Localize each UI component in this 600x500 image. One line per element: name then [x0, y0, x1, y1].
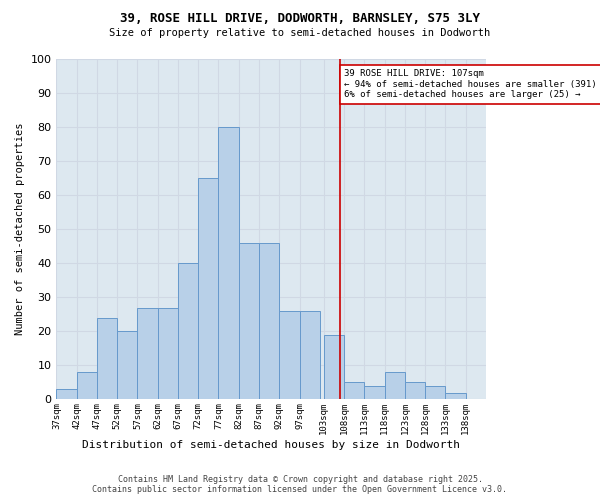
Bar — [344, 382, 364, 400]
Y-axis label: Number of semi-detached properties: Number of semi-detached properties — [15, 123, 25, 336]
Text: 39, ROSE HILL DRIVE, DODWORTH, BARNSLEY, S75 3LY: 39, ROSE HILL DRIVE, DODWORTH, BARNSLEY,… — [120, 12, 480, 26]
X-axis label: Distribution of semi-detached houses by size in Dodworth: Distribution of semi-detached houses by … — [82, 440, 460, 450]
Bar — [405, 382, 425, 400]
Bar — [117, 332, 137, 400]
Bar — [324, 334, 344, 400]
Bar — [445, 392, 466, 400]
Bar — [259, 243, 279, 400]
Bar — [218, 127, 239, 400]
Bar — [425, 386, 445, 400]
Bar — [385, 372, 405, 400]
Text: 39 ROSE HILL DRIVE: 107sqm
← 94% of semi-detached houses are smaller (391)
6% of: 39 ROSE HILL DRIVE: 107sqm ← 94% of semi… — [344, 69, 597, 99]
Bar — [364, 386, 385, 400]
Bar — [279, 311, 299, 400]
Bar — [178, 263, 198, 400]
Bar — [198, 178, 218, 400]
Text: Size of property relative to semi-detached houses in Dodworth: Size of property relative to semi-detach… — [109, 28, 491, 38]
Bar — [77, 372, 97, 400]
Text: Contains HM Land Registry data © Crown copyright and database right 2025.
Contai: Contains HM Land Registry data © Crown c… — [92, 474, 508, 494]
Bar — [137, 308, 158, 400]
Bar — [56, 389, 77, 400]
Bar — [158, 308, 178, 400]
Bar — [299, 311, 320, 400]
Bar — [97, 318, 117, 400]
Bar — [239, 243, 259, 400]
